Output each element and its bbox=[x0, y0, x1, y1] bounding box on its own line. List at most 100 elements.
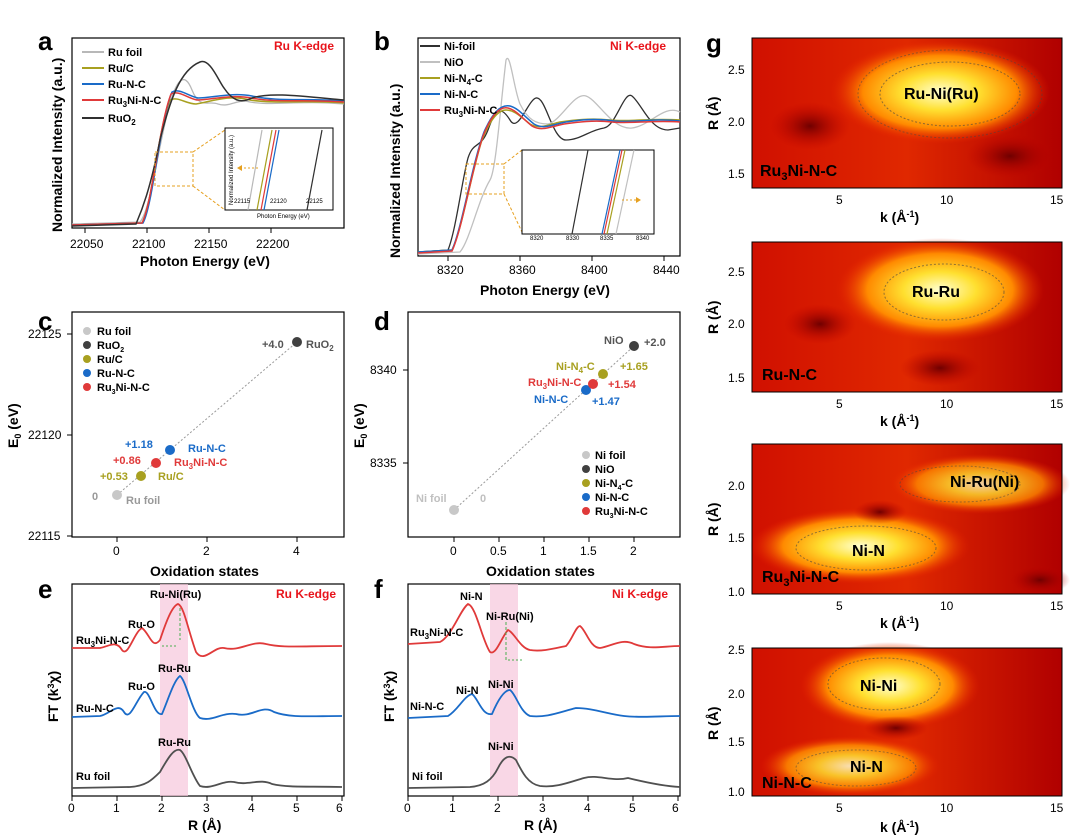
inset-tick: 8335 bbox=[600, 236, 614, 242]
peak-label: Ni-Ru(Ni) bbox=[950, 474, 1019, 491]
panel-label-f: f bbox=[374, 574, 383, 604]
tick-label: 6 bbox=[672, 801, 679, 815]
wt-map-1: Ru-Ni(Ru) Ru3Ni-N-C 2.5 2.0 1.5 5 10 15 … bbox=[705, 37, 1064, 225]
axes-frame-f bbox=[407, 583, 681, 797]
x-axis-title-g: k (Å-1) bbox=[880, 819, 919, 835]
point-ni4c bbox=[598, 369, 608, 379]
panel-e: e Ru K-edge 0 1 2 3 4 5 6 R (Å) FT (k3χ)… bbox=[38, 574, 345, 833]
tick-label: 5 bbox=[836, 599, 843, 613]
tick-label: 2.5 bbox=[728, 265, 745, 279]
y-axis-title-a: Normalized Intensity (a.u.) bbox=[49, 58, 65, 232]
trace-label: Ru3Ni-N-C bbox=[76, 635, 129, 649]
trace-ninc-f bbox=[407, 689, 681, 719]
tick-label: 2 bbox=[158, 801, 165, 815]
curve-ruo2 bbox=[71, 60, 345, 227]
tick-label: 22120 bbox=[28, 428, 62, 442]
tick-label: 2.0 bbox=[728, 479, 745, 493]
tick-label: 5 bbox=[293, 801, 300, 815]
edge-label-a: Ru K-edge bbox=[274, 39, 334, 53]
peak-label: Ni-N bbox=[852, 543, 885, 560]
panel-d: d 8340 8335 0 0.5 1 1.5 2 Oxidation stat… bbox=[351, 306, 681, 579]
point-ru3ni bbox=[151, 458, 161, 468]
tick-label: 5 bbox=[836, 801, 843, 815]
panel-label-a: a bbox=[38, 26, 53, 56]
tick-label: 2 bbox=[203, 544, 210, 558]
legend-item: Ru3Ni-N-C bbox=[97, 382, 150, 396]
shaded-region-e bbox=[160, 584, 188, 796]
legend-c: Ru foil RuO2 Ru/C Ru-N-C Ru3Ni-N-C bbox=[83, 326, 150, 396]
trace-nifoil-f bbox=[407, 755, 681, 789]
legend-item: Ru3Ni-N-C bbox=[444, 105, 497, 119]
y-axis-title-c: E0 (eV) bbox=[5, 403, 23, 448]
panel-a: a Ru K-edge 22050 22100 22150 22200 Phot… bbox=[38, 26, 345, 269]
peak-label: Ni-Ni bbox=[488, 741, 514, 753]
edge-label-b: Ni K-edge bbox=[610, 39, 666, 53]
y-axis-title-f: FT (k3χ) bbox=[381, 671, 397, 722]
tick-label: 2.0 bbox=[728, 115, 745, 129]
tick-label: 2 bbox=[630, 544, 637, 558]
axes-frame-a bbox=[71, 37, 345, 229]
tick-label: 22115 bbox=[28, 529, 61, 543]
tick-label: 22050 bbox=[70, 237, 104, 251]
tick-label: 0 bbox=[68, 801, 75, 815]
peak-label: Ni-N bbox=[850, 759, 883, 776]
tick-label: 2.0 bbox=[728, 317, 745, 331]
sample-label: Ru3Ni-N-C bbox=[762, 569, 840, 589]
axes-frame-c bbox=[71, 311, 345, 538]
annotation: +1.65 bbox=[620, 361, 648, 373]
peak-label: Ru-Ni(Ru) bbox=[150, 589, 202, 601]
annotation: Ru3Ni-N-C bbox=[528, 377, 581, 391]
peak-label: Ru-Ru bbox=[158, 737, 191, 749]
point-runc bbox=[165, 445, 175, 455]
peak-label: Ni-Ru(Ni) bbox=[486, 611, 534, 623]
y-axis-title-g: R (Å) bbox=[705, 301, 721, 334]
trace-label: Ru foil bbox=[76, 771, 110, 783]
tick-label: 8320 bbox=[437, 263, 464, 277]
annotation: Ni-N4-C bbox=[556, 361, 595, 375]
annotation: Ru-N-C bbox=[188, 443, 226, 455]
legend-item: Ru-N-C bbox=[108, 79, 146, 91]
annotation: +0.86 bbox=[113, 455, 141, 467]
legend-item: Ni-N4-C bbox=[595, 478, 633, 492]
legend-item: Ru3Ni-N-C bbox=[108, 95, 161, 109]
legend-item: Ru-N-C bbox=[97, 368, 135, 380]
tick-label: 2 bbox=[494, 801, 501, 815]
inset-tick: 22125 bbox=[306, 199, 323, 205]
trace-label: Ni-N-C bbox=[410, 701, 444, 713]
inset-tick: 8330 bbox=[566, 236, 580, 242]
tick-label: 2.5 bbox=[728, 643, 745, 657]
tick-label: 1.5 bbox=[728, 167, 745, 181]
trace-label: Ru3Ni-N-C bbox=[410, 627, 463, 641]
tick-label: 1.0 bbox=[728, 585, 745, 599]
tick-label: 5 bbox=[836, 397, 843, 411]
axes-frame-b bbox=[417, 37, 681, 257]
tick-label: 8400 bbox=[581, 263, 608, 277]
tick-label: 4 bbox=[248, 801, 255, 815]
inset-tick: 22120 bbox=[270, 199, 287, 205]
x-ticks-a: 22050 22100 22150 22200 bbox=[70, 228, 290, 251]
tick-label: 10 bbox=[940, 193, 954, 207]
tick-label: 0.5 bbox=[490, 544, 507, 558]
annotation: +1.47 bbox=[592, 396, 620, 408]
tick-label: 10 bbox=[940, 397, 954, 411]
trace-ru3ni-f bbox=[407, 603, 681, 654]
tick-label: 1.5 bbox=[580, 544, 597, 558]
tick-label: 10 bbox=[940, 801, 954, 815]
x-ticks-b: 8320 8360 8400 8440 bbox=[437, 256, 680, 277]
legend-d: Ni foil NiO Ni-N4-C Ni-N-C Ru3Ni-N-C bbox=[582, 450, 648, 520]
point-ru3ni-d bbox=[588, 379, 598, 389]
peak-label: Ni-Ni bbox=[488, 679, 514, 691]
sample-label: Ru3Ni-N-C bbox=[760, 163, 838, 183]
annotation: +0.53 bbox=[100, 471, 128, 483]
tick-label: 4 bbox=[584, 801, 591, 815]
tick-label: 5 bbox=[836, 193, 843, 207]
inset-b bbox=[521, 149, 655, 235]
x-ticks-c: 0 2 4 bbox=[113, 537, 300, 558]
tick-label: 3 bbox=[539, 801, 546, 815]
annotation: Ni-N-C bbox=[534, 394, 568, 406]
annotation: RuO2 bbox=[306, 339, 334, 353]
legend-item: Ru3Ni-N-C bbox=[595, 506, 648, 520]
x-axis-title-g: k (Å-1) bbox=[880, 209, 919, 225]
tick-label: 5 bbox=[629, 801, 636, 815]
annotation: Ru/C bbox=[158, 471, 184, 483]
